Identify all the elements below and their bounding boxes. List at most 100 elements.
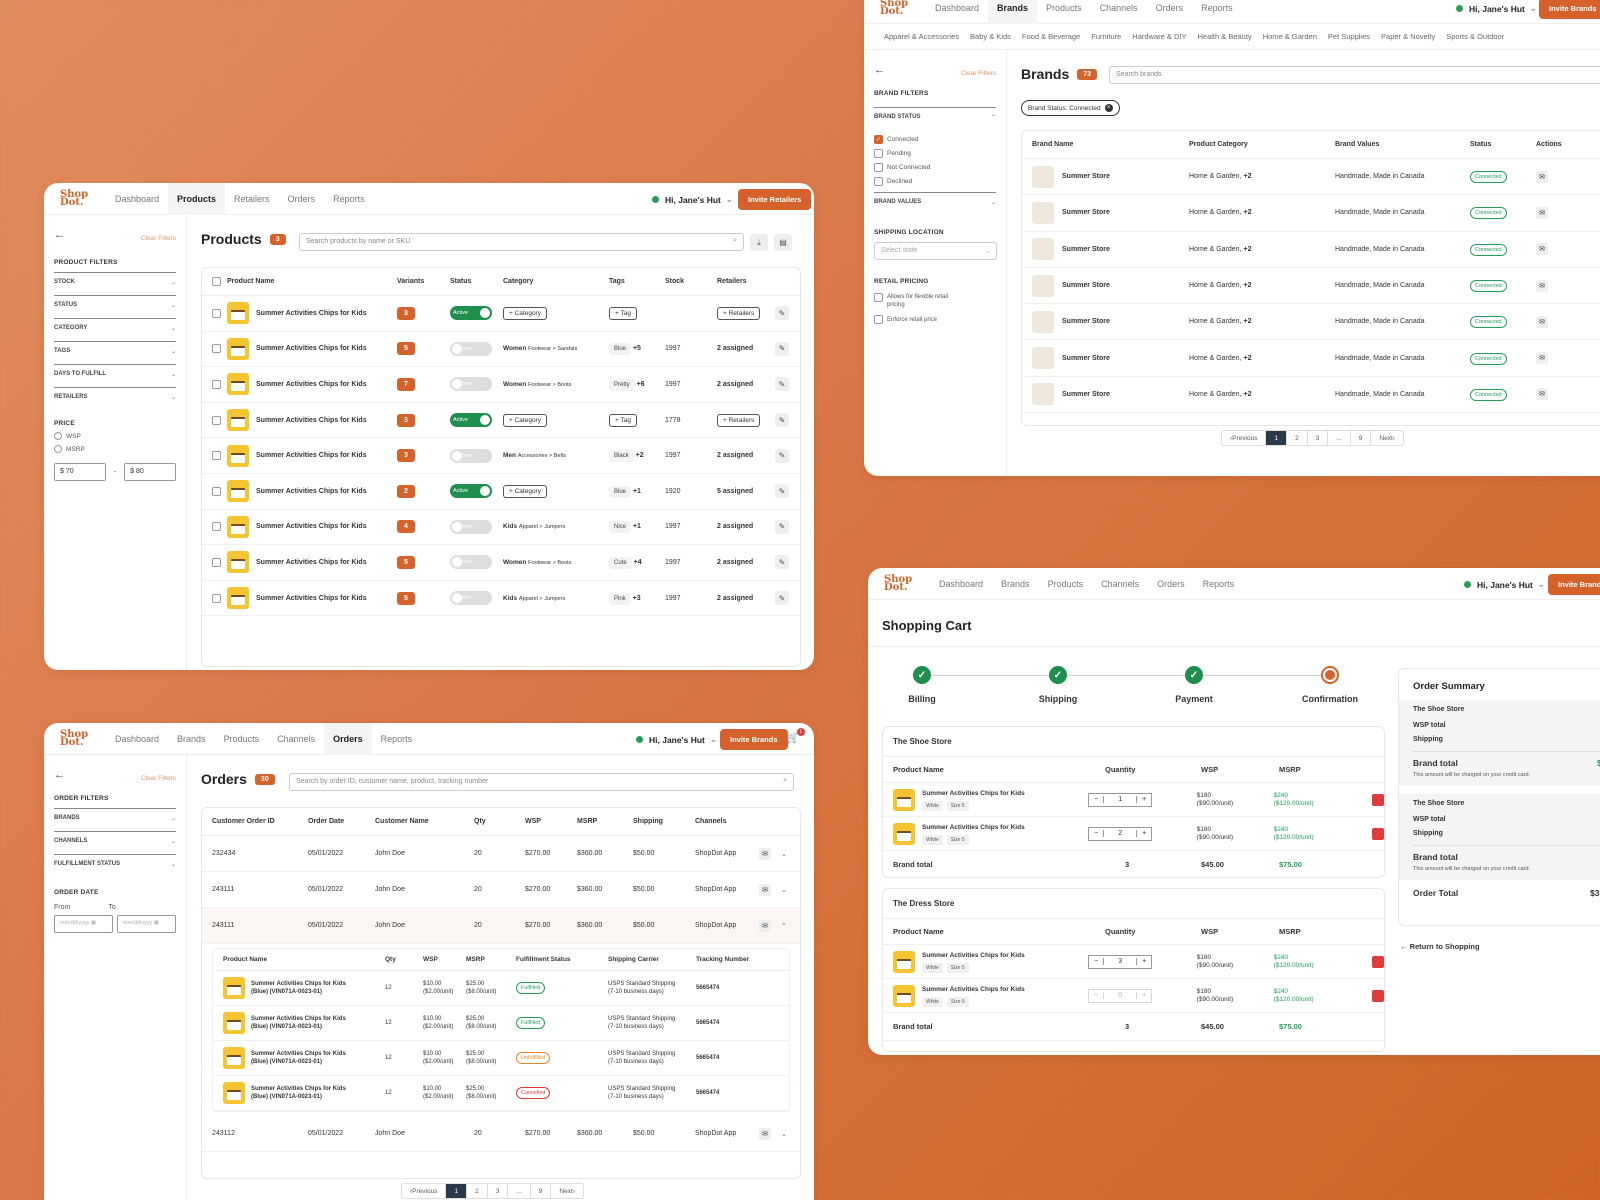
back-arrow-icon[interactable]: ← <box>54 229 65 241</box>
page-1[interactable]: 1 <box>446 1184 468 1198</box>
status-toggle[interactable]: Inactive <box>450 519 492 534</box>
filter-status[interactable]: STATUS ⌄ <box>54 295 176 318</box>
add-retailers-button[interactable]: + Retailers <box>717 413 761 427</box>
edit-icon[interactable]: ✎ <box>775 341 789 356</box>
nav-orders[interactable]: Orders <box>1157 578 1185 589</box>
nav-orders[interactable]: Orders <box>324 723 372 755</box>
col-category[interactable]: Category <box>503 278 534 285</box>
quantity-stepper[interactable]: −0 + <box>1088 988 1153 1003</box>
status-toggle[interactable]: Active <box>450 306 492 321</box>
col-tracking-number[interactable]: Tracking Number <box>696 956 750 963</box>
account-menu[interactable]: Hi, Jane's Hut ⌄ <box>652 194 733 205</box>
add-category-button[interactable]: + Category <box>503 484 547 498</box>
table-row[interactable]: Summer Activities Chips for Kids 3 Activ… <box>202 403 800 439</box>
nav-retailers[interactable]: Retailers <box>234 193 270 204</box>
download-icon[interactable]: ⤓ <box>750 234 768 251</box>
chevron-up-icon[interactable]: ⌃ <box>781 922 787 930</box>
clear-filters-link[interactable]: Clear Filters <box>960 70 996 77</box>
prev-page-button[interactable]: ‹ Previous <box>402 1184 447 1198</box>
nav-channels[interactable]: Channels <box>1099 2 1138 13</box>
nav-reports[interactable]: Reports <box>333 193 365 204</box>
col-channels[interactable]: Channels <box>695 818 727 825</box>
product-search-input[interactable]: Search products by name or SKU ⌕ <box>299 233 744 251</box>
select-all-checkbox[interactable] <box>212 277 221 286</box>
brand-name[interactable]: Summer Store <box>1062 245 1110 253</box>
prev-page-button[interactable]: ‹ Previous <box>1222 431 1267 445</box>
brand-name[interactable]: Summer Store <box>1062 390 1110 398</box>
edit-icon[interactable]: ✎ <box>775 591 789 606</box>
add-tag-button[interactable]: + Tag <box>609 306 637 320</box>
edit-icon[interactable]: ✎ <box>775 306 789 321</box>
nav-products[interactable]: Products <box>1046 2 1082 13</box>
row-checkbox[interactable] <box>212 593 221 603</box>
filter-brands[interactable]: BRANDS ⌄ <box>54 808 176 831</box>
col-wsp[interactable]: WSP <box>525 818 541 825</box>
col-status[interactable]: Status <box>450 278 472 285</box>
table-row[interactable]: Summer Store Home & Garden, +2 Handmade,… <box>1022 377 1600 414</box>
status-toggle[interactable]: Active <box>450 413 492 428</box>
category-link[interactable]: Baby & Kids <box>970 32 1011 41</box>
line-item-row[interactable]: Summer Activities Chips for Kids (Blue) (… <box>213 1006 789 1041</box>
col-qty[interactable]: Qty <box>385 956 396 963</box>
status-toggle[interactable]: Inactive <box>450 448 492 463</box>
nav-reports[interactable]: Reports <box>1202 578 1235 589</box>
table-row[interactable]: 243112 05/01/2022 John Doe 20 $270.00 $3… <box>202 1116 800 1152</box>
price-min-input[interactable]: $ 70 <box>54 463 106 481</box>
shopdot-logo[interactable]: Shop Dot. <box>60 728 89 748</box>
page-9[interactable]: 9 <box>1351 431 1372 445</box>
col-shipping[interactable]: Shipping <box>633 818 663 825</box>
brand-name[interactable]: Summer Store <box>1062 209 1110 217</box>
table-row[interactable]: Summer Activities Chips for Kids 3 Activ… <box>202 296 800 332</box>
price-radio-wsp[interactable]: WSP <box>54 432 176 440</box>
table-row[interactable]: Summer Activities Chips for Kids 5 Inact… <box>202 332 800 368</box>
col-tags[interactable]: Tags <box>609 278 625 285</box>
clear-filters-link[interactable]: Clear Filters <box>140 775 176 782</box>
col-stock[interactable]: Stock <box>665 278 685 285</box>
table-row[interactable]: Summer Activities Chips for Kids 5 Inact… <box>202 545 800 581</box>
status-toggle[interactable]: Inactive <box>450 555 492 570</box>
return-to-shopping-link[interactable]: ← Return to Shopping <box>1400 942 1480 951</box>
message-icon[interactable]: ✉ <box>759 847 771 860</box>
table-row[interactable]: Summer Store Home & Garden, +2 Handmade,… <box>1022 195 1600 232</box>
trash-icon[interactable] <box>1372 827 1384 840</box>
chevron-down-icon[interactable]: ⌄ <box>781 886 787 894</box>
table-row[interactable]: Summer Store Home & Garden, +2 Handmade,… <box>1022 232 1600 268</box>
col-retailers[interactable]: Retailers <box>717 278 747 285</box>
nav-brands[interactable]: Brands <box>988 0 1038 24</box>
filter-stock[interactable]: STOCK ⌄ <box>54 272 176 295</box>
nav-products[interactable]: Products <box>223 733 260 744</box>
page-3[interactable]: 3 <box>1308 431 1329 445</box>
category-link[interactable]: Furniture <box>1091 32 1122 41</box>
filter-category[interactable]: CATEGORY ⌄ <box>54 318 176 341</box>
status-toggle[interactable]: Inactive <box>450 377 492 392</box>
account-menu[interactable]: Hi, Jane's Hut ⌄ <box>636 734 717 745</box>
status-toggle[interactable]: Inactive <box>450 591 492 606</box>
nav-products[interactable]: Products <box>168 183 226 215</box>
product-name[interactable]: Summer Activities Chips for Kids <box>256 380 367 388</box>
nav-channels[interactable]: Channels <box>277 733 316 744</box>
message-icon[interactable]: ✉ <box>1536 206 1548 219</box>
category-link[interactable]: Apparel & Accessories <box>884 32 960 41</box>
col-msrp[interactable]: MSRP <box>577 818 598 825</box>
line-item-row[interactable]: Summer Activities Chips for Kids (Blue) (… <box>213 971 789 1006</box>
nav-channels[interactable]: Channels <box>1101 578 1140 589</box>
col-order-date[interactable]: Order Date <box>308 818 345 825</box>
category-link[interactable]: Hardware & DIY <box>1132 32 1187 41</box>
product-name[interactable]: Summer Activities Chips for Kids <box>256 523 367 531</box>
date-to-input[interactable]: mm/dd/yyyy ▦ <box>117 915 176 933</box>
table-row[interactable]: Summer Activities Chips for Kids 2 Activ… <box>202 474 800 510</box>
table-row[interactable]: 243111 05/01/2022 John Doe 20 $270.00 $3… <box>202 908 800 944</box>
status-option[interactable]: Pending <box>874 149 996 158</box>
invite-brands-button[interactable]: Invite Brands <box>720 729 788 750</box>
active-filter-chip[interactable]: Brand Status: Connected × <box>1021 100 1120 116</box>
col-qty[interactable]: Qty <box>474 818 486 825</box>
product-name[interactable]: Summer Activities Chips for Kids <box>256 487 367 495</box>
col-order-id[interactable]: Customer Order ID <box>212 818 275 825</box>
row-checkbox[interactable] <box>212 522 221 532</box>
next-page-button[interactable]: Next › <box>559 1187 575 1195</box>
quantity-stepper[interactable]: −3 + <box>1088 954 1153 969</box>
filter-retailers[interactable]: RETAILERS ⌄ <box>54 387 176 410</box>
page-2[interactable]: 2 <box>1287 431 1308 445</box>
product-name[interactable]: Summer Activities Chips for Kids <box>256 558 367 566</box>
product-name[interactable]: Summer Activities Chips for Kids <box>256 416 367 424</box>
